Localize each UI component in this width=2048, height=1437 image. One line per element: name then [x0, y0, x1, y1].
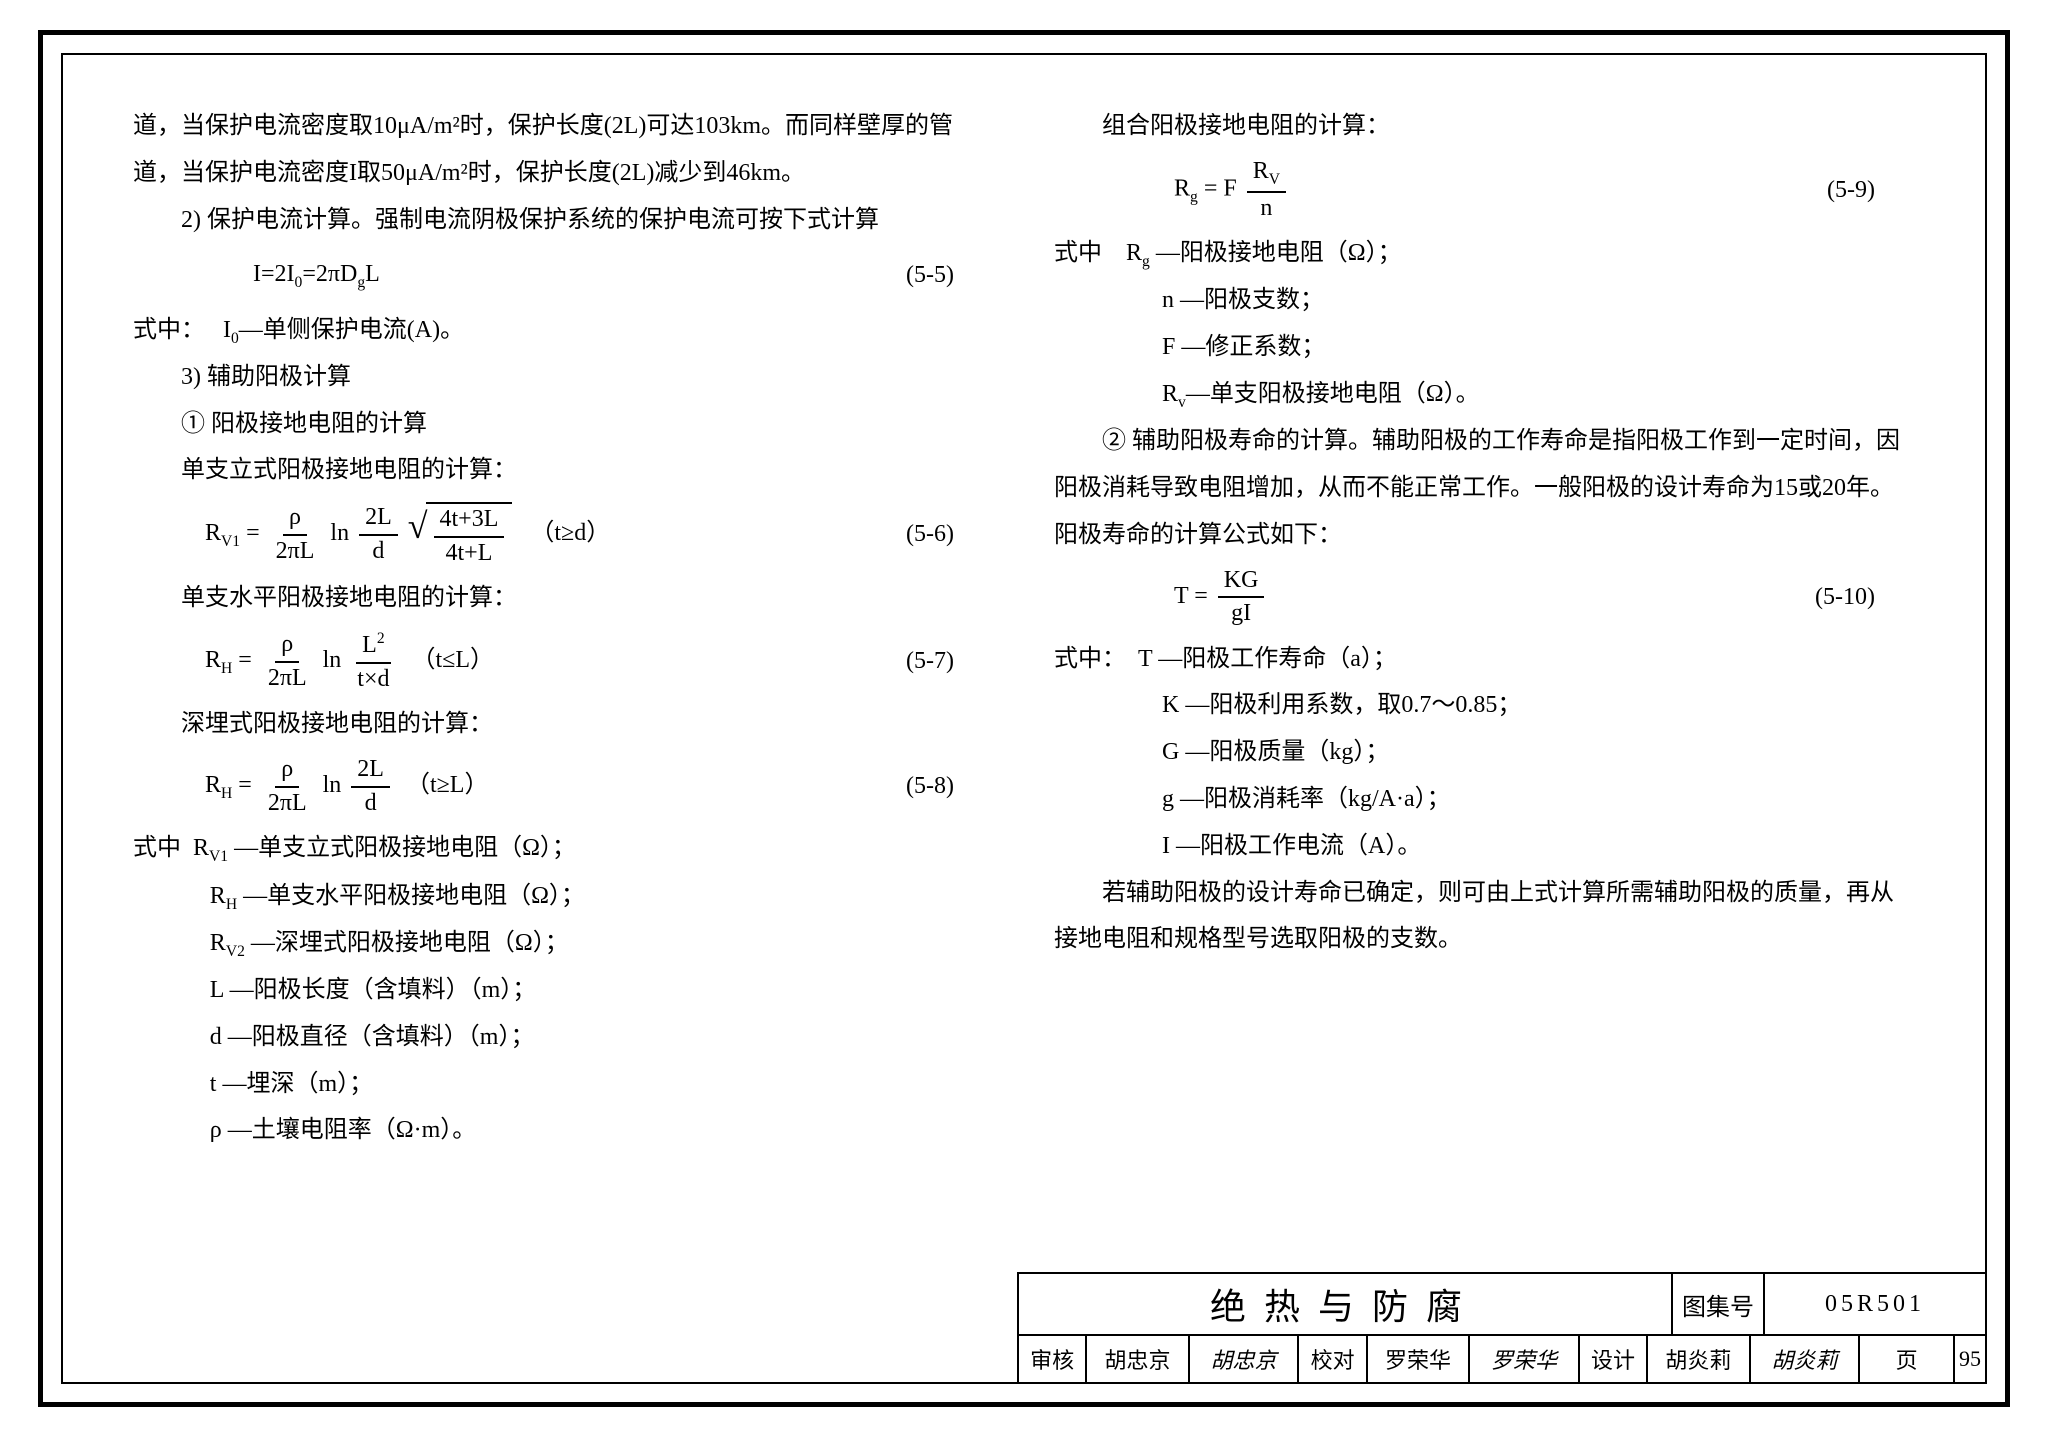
equation-body: RH = ρ2πL ln 2Ld （t≥L） — [205, 756, 488, 817]
frac-den: t×d — [351, 664, 395, 694]
title-block: 绝热与防腐 图集号 05R501 审核 胡忠京 胡忠京 校对 罗荣华 罗荣华 设… — [1017, 1272, 1987, 1384]
equation-body: T = KGgI — [1174, 567, 1268, 628]
where-block: 式中 Rg —阳极接地电阻（Ω）； — [1054, 230, 1915, 277]
equation-number: (5-5) — [906, 252, 994, 299]
right-column: 组合阳极接地电阻的计算： Rg = F RVn (5-9) 式中 Rg —阳极接… — [1054, 103, 1915, 1242]
where-line: F —修正系数； — [1054, 324, 1915, 371]
equation-5-5: I=2I0=2πDgL (5-5) — [133, 243, 994, 306]
where-label: 式中： — [1054, 646, 1126, 672]
paragraph: 道，当保护电流密度取10μA/m²时，保护长度(2L)可达103km。而同样壁厚… — [133, 103, 994, 197]
frac-num: 2L — [351, 756, 390, 788]
design-label: 设计 — [1578, 1336, 1646, 1382]
frac-num: L2 — [356, 630, 390, 664]
paragraph: ① 阳极接地电阻的计算 — [133, 401, 994, 448]
page-label: 页 — [1858, 1336, 1953, 1382]
frac-num: ρ — [275, 631, 299, 663]
drawing-title: 绝热与防腐 — [1019, 1274, 1671, 1334]
where-label: 式中： — [133, 317, 205, 343]
where-line: T —阳极工作寿命（a）； — [1138, 646, 1397, 672]
paragraph: 若辅助阳极的设计寿命已确定，则可由上式计算所需辅助阳极的质量，再从接地电阻和规格… — [1054, 870, 1915, 964]
frac-den: 4t+L — [440, 538, 499, 568]
check-signature: 罗荣华 — [1468, 1336, 1578, 1382]
where-line: d —阳极直径（含填料）（m）； — [133, 1014, 994, 1061]
paragraph: 2) 保护电流计算。强制电流阴极保护系统的保护电流可按下式计算 — [133, 197, 994, 244]
page-number: 95 — [1953, 1336, 1985, 1382]
check-name: 罗荣华 — [1366, 1336, 1468, 1382]
equation-number: (5-7) — [906, 638, 994, 685]
left-column: 道，当保护电流密度取10μA/m²时，保护长度(2L)可达103km。而同样壁厚… — [133, 103, 994, 1242]
equation-number: (5-8) — [906, 763, 994, 810]
signature-row: 审核 胡忠京 胡忠京 校对 罗荣华 罗荣华 设计 胡炎莉 胡炎莉 页 95 — [1019, 1334, 1985, 1382]
design-signature: 胡炎莉 — [1749, 1336, 1859, 1382]
frac-den: 2πL — [262, 663, 313, 693]
ln: ln — [330, 520, 349, 546]
equation-body: Rg = F RVn — [1174, 158, 1290, 222]
where-line: G —阳极质量（kg）； — [1054, 729, 1915, 776]
paragraph: 单支水平阳极接地电阻的计算： — [133, 575, 994, 622]
frac-den: n — [1254, 193, 1278, 223]
page: 道，当保护电流密度取10μA/m²时，保护长度(2L)可达103km。而同样壁厚… — [0, 0, 2048, 1437]
outer-frame: 道，当保护电流密度取10μA/m²时，保护长度(2L)可达103km。而同样壁厚… — [38, 30, 2010, 1407]
frac-num: 2L — [359, 504, 398, 536]
frac-num: ρ — [283, 504, 307, 536]
check-label: 校对 — [1297, 1336, 1365, 1382]
where-line: RH —单支水平阳极接地电阻（Ω）； — [133, 873, 994, 920]
sqrt: √4t+3L4t+L — [408, 502, 513, 567]
where-label: 式中 — [133, 835, 181, 861]
where-label: 式中 — [1054, 240, 1102, 266]
paragraph: ② 辅助阳极寿命的计算。辅助阳极的工作寿命是指阳极工作到一定时间，因阳极消耗导致… — [1054, 418, 1915, 558]
condition: （t≥L） — [406, 772, 489, 798]
where-block: 式中： T —阳极工作寿命（a）； — [1054, 636, 1915, 683]
paragraph: 单支立式阳极接地电阻的计算： — [133, 447, 994, 494]
equation-5-7: RH = ρ2πL ln L2t×d （t≤L） (5-7) — [133, 622, 994, 701]
frac-den: gI — [1225, 598, 1257, 628]
frac-den: 2πL — [262, 788, 313, 818]
paragraph: 3) 辅助阳极计算 — [133, 354, 994, 401]
title-row: 绝热与防腐 图集号 05R501 — [1019, 1274, 1985, 1334]
equation-number: (5-6) — [906, 511, 994, 558]
where-line: Rv—单支阳极接地电阻（Ω）。 — [1054, 371, 1915, 418]
where-line: n —阳极支数； — [1054, 277, 1915, 324]
where-body: —单侧保护电流(A)。 — [239, 317, 464, 343]
where-line: t —埋深（m）； — [133, 1061, 994, 1108]
where-line: K —阳极利用系数，取0.7～0.85； — [1054, 682, 1915, 729]
condition: （t≤L） — [411, 647, 494, 673]
where-line: 式中： I0—单侧保护电流(A)。 — [133, 307, 994, 354]
two-column-body: 道，当保护电流密度取10μA/m²时，保护长度(2L)可达103km。而同样壁厚… — [133, 103, 1915, 1242]
frac-num: ρ — [275, 756, 299, 788]
review-name: 胡忠京 — [1085, 1336, 1187, 1382]
where-line: RV2 —深埋式阳极接地电阻（Ω）； — [133, 920, 994, 967]
frac-den: 2πL — [270, 536, 321, 566]
inner-frame: 道，当保护电流密度取10μA/m²时，保护长度(2L)可达103km。而同样壁厚… — [61, 53, 1987, 1384]
equation-body: RH = ρ2πL ln L2t×d （t≤L） — [205, 630, 494, 693]
paragraph: 组合阳极接地电阻的计算： — [1054, 103, 1915, 150]
where-line: I —阳极工作电流（A）。 — [1054, 823, 1915, 870]
equation-number: (5-9) — [1827, 167, 1915, 214]
ln: ln — [323, 772, 342, 798]
review-signature: 胡忠京 — [1188, 1336, 1298, 1382]
where-line: L —阳极长度（含填料）（m）； — [133, 967, 994, 1014]
ln: ln — [323, 647, 342, 673]
frac-den: d — [366, 536, 390, 566]
design-name: 胡炎莉 — [1646, 1336, 1748, 1382]
frac-num: 4t+3L — [434, 506, 505, 538]
equation-5-10: T = KGgI (5-10) — [1054, 559, 1915, 636]
frac-num: KG — [1218, 567, 1265, 599]
where-block: 式中 RV1 —单支立式阳极接地电阻（Ω）； — [133, 825, 994, 872]
equation-5-8: RH = ρ2πL ln 2Ld （t≥L） (5-8) — [133, 748, 994, 825]
set-number: 05R501 — [1763, 1274, 1985, 1334]
set-label: 图集号 — [1671, 1274, 1763, 1334]
equation-5-6: RV1 = ρ2πL ln 2Ld √4t+3L4t+L （t≥d） (5-6) — [133, 494, 994, 575]
frac-num: RV — [1247, 158, 1286, 193]
equation-body: RV1 = ρ2πL ln 2Ld √4t+3L4t+L （t≥d） — [205, 502, 610, 567]
frac-den: d — [359, 788, 383, 818]
equation-body: I=2I0=2πDgL — [253, 251, 380, 298]
equation-number: (5-10) — [1815, 574, 1915, 621]
equation-5-9: Rg = F RVn (5-9) — [1054, 150, 1915, 230]
where-line: ρ —土壤电阻率（Ω·m）。 — [133, 1107, 994, 1154]
where-line: g —阳极消耗率（kg/A·a）； — [1054, 776, 1915, 823]
review-label: 审核 — [1019, 1336, 1085, 1382]
condition: （t≥d） — [530, 520, 610, 546]
paragraph: 深埋式阳极接地电阻的计算： — [133, 701, 994, 748]
